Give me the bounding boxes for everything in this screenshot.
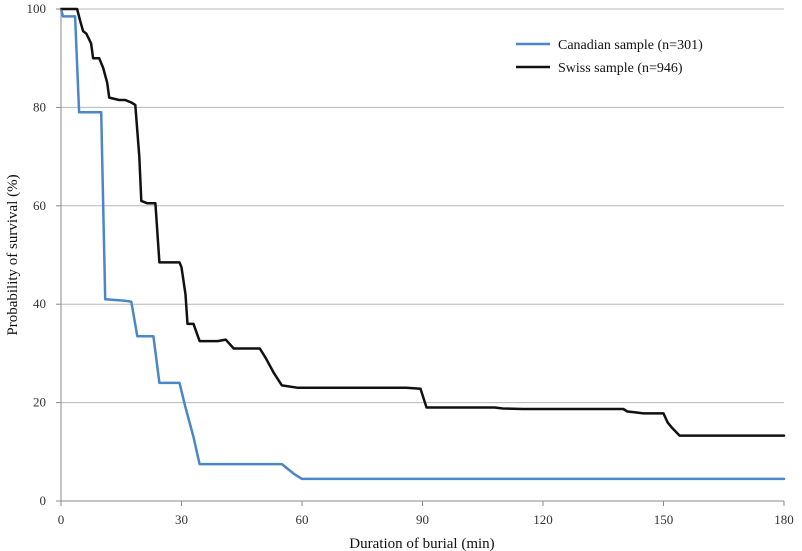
x-tick-label-30: 30	[175, 512, 188, 527]
series-line-canadian	[59, 7, 786, 481]
series-line-swiss	[59, 7, 786, 437]
x-tick-label-60: 60	[296, 512, 309, 527]
x-tick-label-0: 0	[58, 512, 65, 527]
tick-labels: 0 20 40 60 80 100 0 30 60 90 120 150 180	[27, 1, 794, 527]
y-tick-label-20: 20	[33, 395, 46, 410]
y-tick-label-0: 0	[40, 493, 47, 508]
series-lines	[59, 7, 786, 481]
x-tick-label-180: 180	[774, 512, 794, 527]
y-tick-label-80: 80	[33, 99, 46, 114]
axes	[56, 8, 785, 506]
y-tick-label-100: 100	[27, 1, 47, 16]
y-axis-title: Probability of survival (%)	[5, 174, 21, 335]
legend: Canadian sample (n=301) Swiss sample (n=…	[516, 38, 703, 76]
x-tick-label-120: 120	[533, 512, 553, 527]
gridlines	[61, 8, 784, 404]
y-tick-label-40: 40	[33, 296, 46, 311]
legend-label-canadian: Canadian sample (n=301)	[558, 38, 703, 53]
legend-label-swiss: Swiss sample (n=946)	[558, 61, 683, 76]
x-axis-title: Duration of burial (min)	[349, 536, 494, 551]
x-tick-label-150: 150	[654, 512, 674, 527]
y-tick-label-60: 60	[33, 198, 46, 213]
x-tick-label-90: 90	[416, 512, 429, 527]
